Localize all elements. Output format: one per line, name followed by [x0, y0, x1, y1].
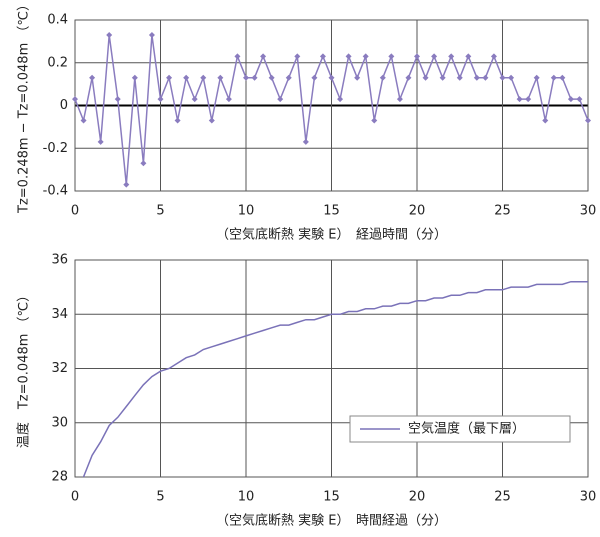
data-point [414, 53, 420, 60]
data-point [482, 74, 489, 81]
x-tick-label: 25 [494, 204, 511, 219]
y-tick-label: 36 [51, 253, 68, 268]
data-point [473, 74, 480, 81]
data-point [191, 96, 198, 103]
x-tick-label: 10 [238, 490, 255, 505]
data-point [550, 74, 557, 81]
y-tick-label: 0.4 [47, 13, 68, 28]
data-point [183, 74, 190, 81]
y-tick-label: -0.4 [43, 184, 68, 199]
x-tick-label: 15 [323, 204, 340, 219]
data-point [234, 53, 241, 60]
y-tick-label: 0.2 [47, 55, 68, 70]
x-axis-label: （空気底断熱 実験 E） 経過時間（分） [216, 227, 447, 243]
data-point [396, 96, 403, 103]
y-tick-label: 34 [51, 307, 68, 322]
data-point [208, 117, 215, 124]
x-tick-label: 30 [580, 490, 597, 505]
y-tick-label: -0.2 [43, 141, 68, 156]
data-point [431, 53, 438, 60]
data-point [422, 74, 429, 81]
data-point [123, 181, 130, 188]
data-point [80, 117, 87, 124]
x-tick-label: 15 [323, 490, 340, 505]
data-point [337, 96, 344, 103]
legend-label: 空気温度（最下層） [408, 421, 525, 437]
series-line [82, 280, 588, 478]
data-point [106, 31, 113, 38]
data-point [576, 96, 583, 103]
y-axis-label: Tz=0.248m − Tz=0.048m （℃） [17, 0, 32, 214]
legend: 空気温度（最下層） [349, 415, 571, 443]
data-point [559, 74, 566, 81]
x-tick-label: 5 [156, 204, 164, 219]
x-axis-label: （空気底断熱 実験 E） 時間経過（分） [216, 513, 447, 529]
data-point [542, 117, 549, 124]
data-point [294, 53, 301, 60]
data-point [465, 53, 472, 60]
data-point [448, 53, 455, 60]
data-point [345, 53, 352, 60]
data-point [371, 117, 378, 124]
chart: -0.4 -0.2 0 0.2 0.4 0 5 10 15 20 25 30 （空気底断熱 実験 E） … [17, 0, 597, 243]
data-point [200, 74, 207, 81]
data-point [328, 74, 335, 81]
data-point [533, 74, 540, 81]
data-point [140, 160, 147, 167]
data-point [362, 53, 369, 60]
x-tick-label: 10 [238, 204, 255, 219]
data-point [354, 74, 361, 81]
data-point [439, 74, 446, 81]
data-point [260, 53, 267, 60]
x-tick-label: 5 [156, 490, 164, 505]
data-point [516, 96, 523, 103]
data-point [277, 96, 284, 103]
data-point [157, 96, 164, 103]
data-point [174, 117, 181, 124]
x-tick-label: 30 [580, 204, 597, 219]
data-point [217, 74, 224, 81]
data-point [499, 74, 506, 81]
data-point [302, 138, 309, 145]
y-tick-label: 32 [51, 361, 68, 376]
x-tick-label: 0 [71, 204, 79, 219]
x-tick-label: 0 [71, 490, 79, 505]
y-tick-label: 0 [60, 98, 68, 113]
x-tick-label: 25 [494, 490, 511, 505]
data-point [388, 53, 395, 60]
data-point [148, 31, 155, 38]
data-point [97, 138, 104, 145]
data-point [456, 74, 463, 81]
chart: 28 30 32 34 36 0 5 10 15 20 25 30 （空気底断熱 実験 E） 時間経過（… [16, 253, 597, 529]
data-point [319, 53, 326, 60]
data-point [508, 74, 515, 81]
data-point [89, 74, 96, 81]
y-tick-label: 30 [51, 415, 68, 430]
data-point [490, 53, 497, 60]
data-point [311, 74, 318, 81]
data-point [166, 74, 173, 81]
data-point [567, 96, 574, 103]
data-point [243, 74, 249, 81]
data-point [114, 96, 121, 103]
y-tick-label: 28 [51, 470, 68, 485]
x-tick-label: 20 [409, 490, 426, 505]
data-point [131, 74, 138, 81]
y-axis-label: 温度 Tz=0.048m （℃） [16, 289, 32, 448]
data-point [525, 96, 532, 103]
data-point [268, 74, 275, 81]
data-point [379, 74, 386, 81]
data-point [72, 96, 78, 103]
data-point [585, 117, 591, 124]
data-point [251, 74, 258, 81]
x-tick-label: 20 [409, 204, 426, 219]
data-point [285, 74, 292, 81]
data-point [405, 74, 412, 81]
data-point [225, 96, 232, 103]
